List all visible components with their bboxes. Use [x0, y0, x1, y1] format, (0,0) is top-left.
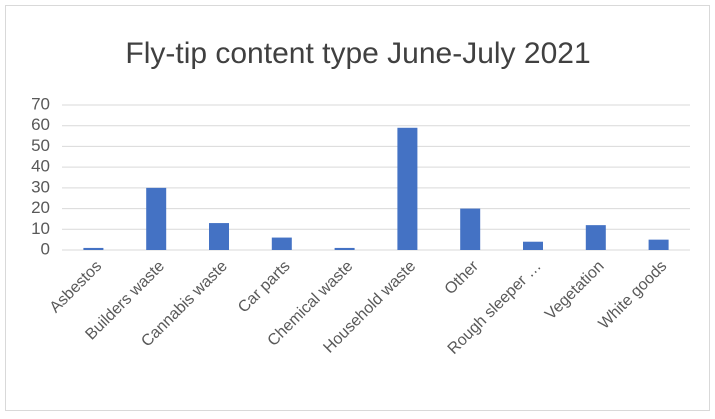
y-tick-label: 0	[41, 239, 50, 258]
chart-border	[5, 5, 710, 411]
y-tick-label: 30	[31, 177, 50, 196]
bar	[271, 237, 292, 250]
bar	[523, 241, 543, 250]
bar	[83, 247, 104, 250]
y-tick-label: 60	[31, 115, 50, 134]
bar	[397, 127, 418, 250]
bar	[146, 187, 167, 250]
bar	[460, 208, 481, 250]
bar	[585, 225, 606, 250]
bar	[334, 247, 355, 250]
chart-title: Fly-tip content type June-July 2021	[125, 37, 590, 70]
y-tick-label: 70	[31, 94, 50, 113]
y-tick-label: 20	[31, 198, 50, 217]
y-tick-label: 50	[31, 136, 50, 155]
bar	[648, 239, 669, 250]
bar	[209, 223, 229, 250]
y-tick-label: 10	[31, 219, 50, 238]
y-tick-label: 40	[31, 157, 50, 176]
